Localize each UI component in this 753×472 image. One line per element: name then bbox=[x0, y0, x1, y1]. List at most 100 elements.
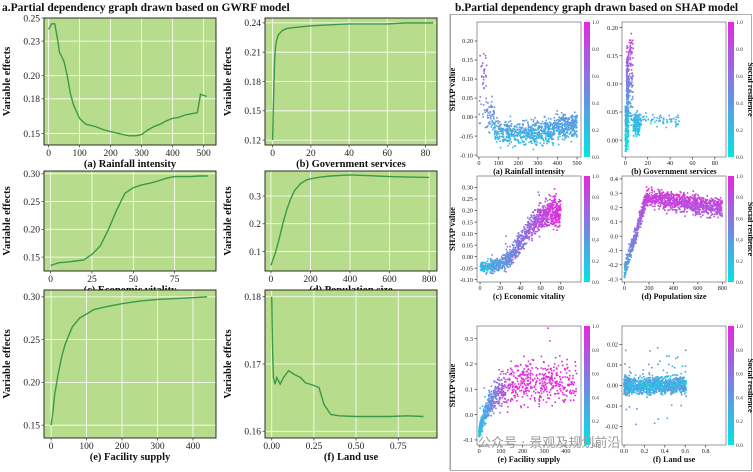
scatter-point bbox=[532, 224, 535, 226]
scatter-point bbox=[650, 194, 653, 196]
scatter-point bbox=[527, 127, 529, 130]
scatter-point bbox=[495, 267, 498, 270]
scatter-point bbox=[503, 254, 505, 256]
colorbar-tick-label: 1.0 bbox=[736, 20, 743, 26]
scatter-point bbox=[547, 214, 549, 217]
scatter-point bbox=[488, 391, 491, 394]
scatter-point bbox=[504, 257, 507, 259]
scatter-point bbox=[670, 191, 672, 193]
scatter-point bbox=[574, 117, 577, 119]
scatter-point bbox=[576, 121, 578, 124]
scatter-point bbox=[498, 261, 501, 264]
y-tick-label: 0.18 bbox=[244, 78, 261, 88]
scatter-point bbox=[523, 141, 526, 143]
scatter-point bbox=[666, 120, 668, 123]
scatter-point bbox=[557, 127, 560, 130]
scatter-point bbox=[720, 214, 722, 217]
x-tick-label: 0 bbox=[478, 285, 481, 292]
scatter-point bbox=[625, 128, 628, 131]
chart-a-rain: 0 100 200 300 400 5000.150.180.200.230.25(a) … bbox=[2, 14, 217, 170]
scatter-point bbox=[695, 208, 698, 210]
scatter-point bbox=[632, 130, 634, 132]
scatter-point bbox=[636, 110, 639, 112]
scatter-point bbox=[662, 202, 665, 204]
scatter-point bbox=[652, 114, 654, 116]
scatter-point bbox=[531, 221, 533, 223]
x-tick-label: 200 bbox=[303, 275, 318, 285]
scatter-point bbox=[629, 253, 631, 256]
scatter-point bbox=[522, 247, 524, 249]
scatter-point bbox=[626, 47, 628, 50]
y-tick-label: 0.15 bbox=[23, 130, 40, 140]
scatter-point bbox=[694, 209, 696, 211]
scatter-point bbox=[525, 119, 528, 122]
scatter-point bbox=[709, 216, 712, 219]
scatter-point bbox=[679, 190, 681, 193]
scatter-point bbox=[515, 130, 517, 132]
colorbar bbox=[728, 22, 734, 157]
scatter-point bbox=[638, 219, 640, 222]
y-tick-label: 0.1 bbox=[249, 248, 261, 258]
scatter-point bbox=[494, 138, 497, 140]
scatter-point bbox=[640, 209, 643, 211]
scatter-point bbox=[687, 206, 689, 209]
scatter-point bbox=[636, 127, 638, 130]
scatter-point bbox=[522, 381, 524, 383]
x-tick-label: 0 bbox=[624, 160, 627, 167]
scatter-point bbox=[549, 214, 552, 216]
x-tick-label: 500 bbox=[572, 160, 581, 167]
x-tick-label: 80 bbox=[712, 160, 718, 167]
scatter-point bbox=[532, 138, 535, 140]
scatter-point bbox=[565, 136, 567, 139]
scatter-point bbox=[549, 133, 552, 136]
scatter-point bbox=[576, 134, 578, 136]
scatter-point bbox=[543, 225, 546, 228]
scatter-point bbox=[566, 389, 568, 392]
scatter-point bbox=[659, 191, 661, 193]
scatter-point bbox=[525, 143, 527, 145]
scatter-point bbox=[548, 376, 551, 379]
scatter-point bbox=[488, 409, 490, 411]
scatter-point bbox=[537, 216, 540, 219]
scatter-point bbox=[546, 124, 549, 127]
scatter-point bbox=[550, 203, 553, 206]
scatter-point bbox=[629, 255, 632, 257]
scatter-point bbox=[635, 119, 637, 121]
scatter-point bbox=[531, 239, 533, 242]
scatter-point bbox=[641, 209, 643, 211]
scatter-point bbox=[534, 141, 536, 144]
scatter-point bbox=[538, 125, 541, 127]
scatter-point bbox=[492, 272, 495, 274]
scatter-point bbox=[534, 128, 537, 131]
scatter-point bbox=[629, 112, 632, 114]
scatter-point bbox=[486, 110, 488, 113]
scatter-point bbox=[485, 262, 488, 264]
scatter-point bbox=[522, 132, 524, 134]
scatter-point bbox=[495, 125, 498, 127]
scatter-point bbox=[509, 255, 511, 257]
scatter-point bbox=[507, 140, 509, 142]
scatter-point bbox=[505, 124, 508, 126]
scatter-point bbox=[666, 196, 668, 198]
scatter-point bbox=[502, 261, 504, 263]
x-tick-label: 0.25 bbox=[306, 442, 323, 452]
scatter-point bbox=[538, 223, 541, 226]
scatter-point bbox=[546, 390, 548, 393]
scatter-point bbox=[495, 381, 497, 383]
scatter-point bbox=[513, 133, 515, 135]
scatter-point bbox=[516, 132, 519, 135]
scatter-point bbox=[628, 81, 631, 83]
scatter-point bbox=[505, 132, 508, 135]
scatter-point bbox=[564, 122, 566, 125]
scatter-point bbox=[510, 250, 513, 253]
scatter-point bbox=[539, 142, 542, 144]
scatter-point bbox=[485, 64, 488, 67]
scatter-point bbox=[499, 130, 501, 133]
scatter-point bbox=[559, 130, 561, 133]
scatter-point bbox=[517, 248, 519, 251]
scatter-point bbox=[648, 196, 650, 198]
colorbar-tick-label: 0.6 bbox=[736, 74, 743, 80]
scatter-point bbox=[553, 212, 555, 215]
scatter-point bbox=[715, 205, 718, 207]
